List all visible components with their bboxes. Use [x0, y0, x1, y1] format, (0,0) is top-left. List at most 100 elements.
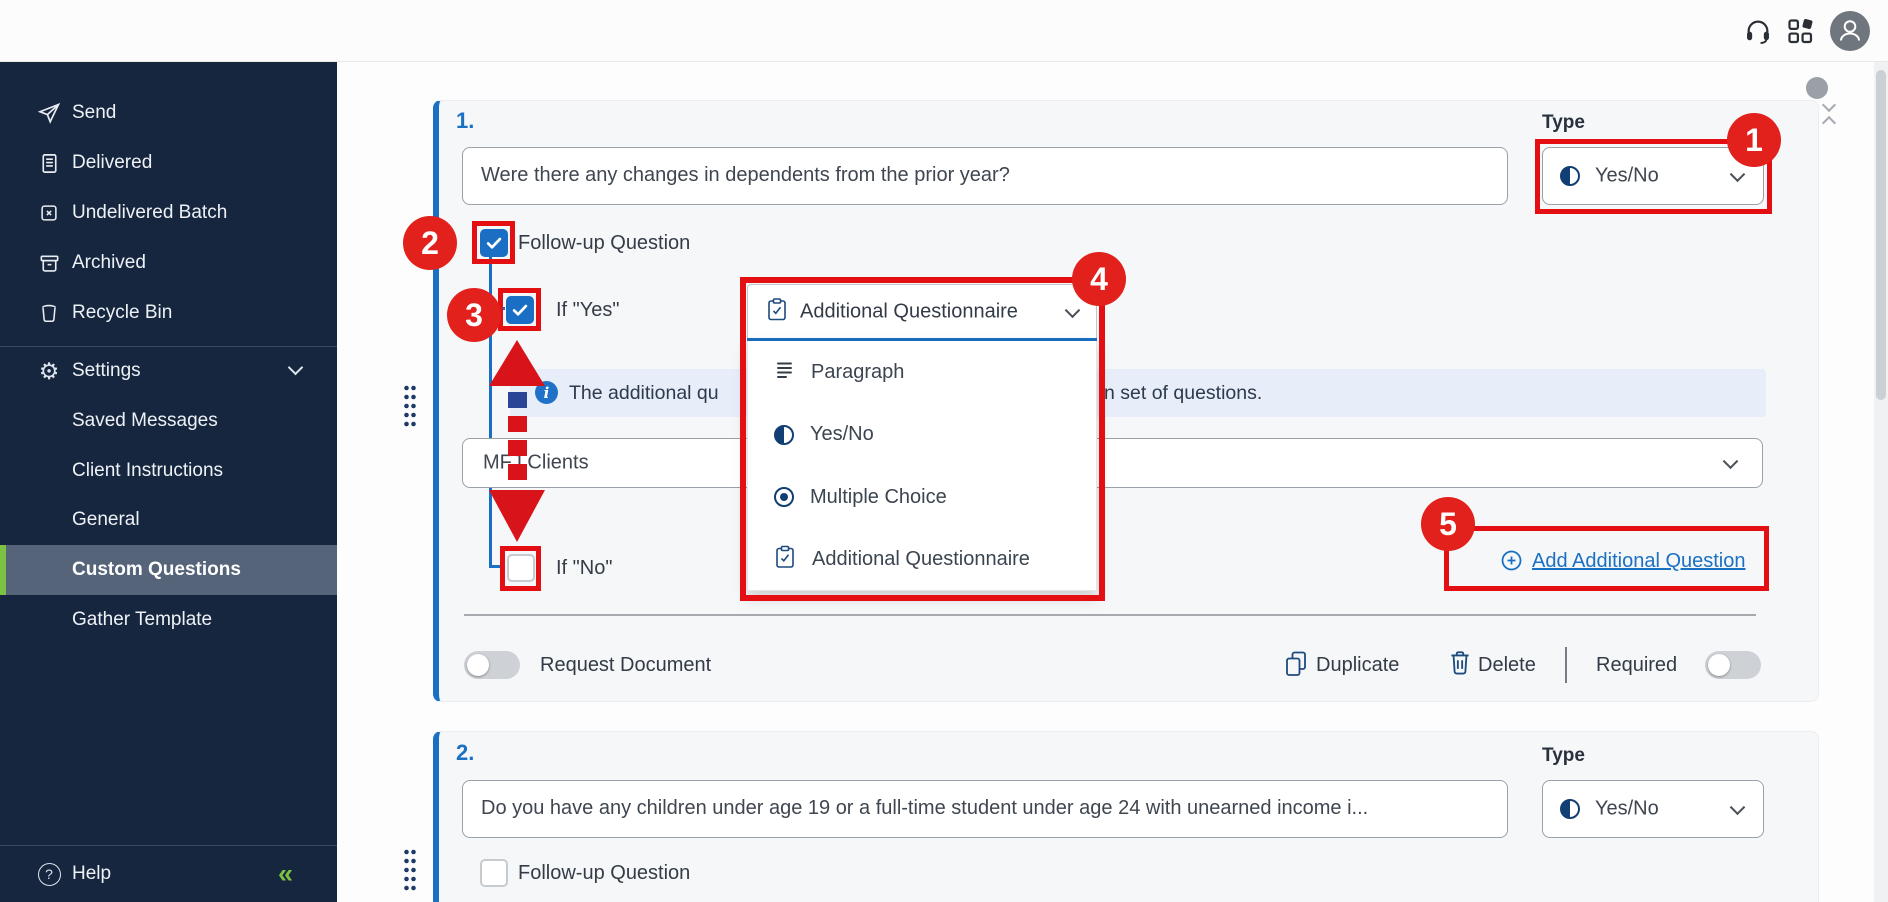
delete-icon	[1448, 649, 1472, 682]
sidebar-item-custom-questions[interactable]: Custom Questions	[0, 545, 337, 595]
question-number: 2.	[456, 740, 475, 765]
info-banner-text-left: The additional qu	[569, 382, 719, 404]
delete-button[interactable]: Delete	[1478, 654, 1536, 676]
followup-type-dropdown[interactable]: Additional Questionnaire	[747, 284, 1097, 338]
archive-icon	[36, 250, 62, 276]
required-toggle[interactable]	[1705, 651, 1761, 679]
if-no-label: If "No"	[556, 557, 613, 579]
multiple-choice-icon	[774, 487, 794, 508]
drag-handle-icon[interactable]	[402, 384, 418, 433]
help-icon: ?	[36, 861, 62, 887]
sidebar-divider	[0, 346, 337, 347]
chevron-down-icon	[1729, 799, 1746, 816]
followup-label: Follow-up Question	[518, 862, 691, 884]
scrollbar-thumb[interactable]	[1876, 70, 1886, 400]
active-item-indicator	[0, 545, 6, 595]
sidebar-item-undelivered-batch[interactable]: Undelivered Batch	[0, 188, 337, 238]
annotation-rect-no	[500, 546, 541, 591]
if-yes-label: If "Yes"	[556, 299, 620, 321]
question-number: 1.	[456, 108, 475, 133]
type-select[interactable]: Yes/No	[1542, 780, 1764, 838]
branch-connector-stub	[489, 565, 505, 568]
apps-grid-icon[interactable]	[1786, 17, 1814, 45]
sidebar-item-client-instructions[interactable]: Client Instructions	[72, 460, 224, 481]
sidebar-item-settings[interactable]: ⚙ Settings	[0, 346, 337, 396]
annotation-badge-2: 2	[403, 216, 457, 270]
if-yes-checkbox[interactable]	[506, 296, 534, 324]
sidebar-item-gather-template[interactable]: Gather Template	[72, 609, 213, 630]
send-icon	[36, 100, 62, 126]
annotation-arrow-dash	[508, 464, 527, 480]
annotation-arrow-dash	[508, 392, 527, 408]
branch-connector-line	[489, 257, 492, 567]
type-select[interactable]: Yes/No	[1542, 147, 1764, 205]
plus-circle-icon	[1500, 549, 1523, 577]
sidebar-item-delivered[interactable]: Delivered	[0, 138, 337, 188]
menu-item-yes-no[interactable]: Yes/No	[748, 404, 1096, 467]
dropdown-focus-underline	[747, 338, 1097, 341]
paragraph-icon	[774, 359, 795, 385]
scroll-dot-indicator	[1806, 77, 1828, 99]
type-label: Type	[1542, 112, 1585, 133]
duplicate-icon	[1284, 650, 1308, 683]
card-divider	[464, 614, 1756, 616]
annotation-rect-2	[472, 221, 515, 264]
box-x-icon	[36, 200, 62, 226]
annotation-rect-4	[740, 277, 1105, 601]
chevron-down-icon[interactable]	[1821, 97, 1837, 113]
info-banner	[510, 369, 1766, 417]
request-document-label: Request Document	[540, 654, 712, 676]
sidebar-item-send[interactable]: Send	[0, 88, 337, 138]
required-label: Required	[1596, 654, 1678, 676]
info-icon: i	[535, 381, 558, 404]
document-icon	[36, 150, 62, 176]
questionnaire-icon	[774, 545, 796, 574]
chevron-up-icon[interactable]	[1821, 115, 1837, 131]
sidebar-item-general[interactable]: General	[72, 509, 140, 530]
sidebar-item-recycle-bin[interactable]: Recycle Bin	[0, 288, 337, 338]
info-banner-text-right: n set of questions.	[1104, 382, 1263, 404]
request-document-toggle[interactable]	[464, 651, 520, 679]
yes-no-icon	[774, 424, 794, 445]
annotation-arrow-down	[489, 490, 545, 542]
menu-item-multiple-choice[interactable]: Multiple Choice	[748, 466, 1096, 529]
yes-no-icon	[1560, 799, 1580, 819]
app-header	[0, 0, 1888, 62]
annotation-badge-4: 4	[1072, 252, 1126, 306]
annotation-badge-3: 3	[447, 288, 501, 342]
chevron-down-icon	[1722, 453, 1739, 470]
annotation-rect-5	[1444, 526, 1769, 591]
menu-item-paragraph[interactable]: Paragraph	[748, 341, 1096, 404]
help-divider	[0, 845, 337, 846]
annotation-rect-1	[1535, 139, 1772, 214]
yes-no-icon	[1560, 166, 1580, 186]
drag-handle-icon[interactable]	[402, 848, 418, 897]
sidebar-item-archived[interactable]: Archived	[0, 238, 337, 288]
sidebar: Send Delivered Undelivered Batch Archive…	[0, 62, 337, 902]
add-additional-question-link[interactable]: Add Additional Question	[1532, 550, 1746, 572]
annotation-arrow-dash	[508, 416, 527, 432]
questionnaire-select[interactable]: MFJ Clients	[462, 438, 1763, 488]
headset-icon[interactable]	[1744, 17, 1772, 45]
annotation-badge-1: 1	[1727, 113, 1781, 167]
annotation-badge-5: 5	[1421, 497, 1475, 551]
followup-checkbox[interactable]	[480, 229, 508, 257]
annotation-arrow-dash	[508, 440, 527, 456]
followup-label: Follow-up Question	[518, 232, 691, 254]
followup-checkbox[interactable]	[480, 859, 508, 887]
dropdown-menu: Paragraph Yes/No Multiple Choice Additio…	[747, 341, 1097, 591]
sidebar-item-help[interactable]: ? Help «	[0, 846, 337, 902]
if-no-checkbox[interactable]	[507, 554, 535, 582]
questionnaire-icon	[766, 297, 788, 326]
user-avatar[interactable]	[1830, 11, 1870, 51]
question-text-input[interactable]: Do you have any children under age 19 or…	[462, 780, 1508, 838]
collapse-sidebar-icon[interactable]: «	[278, 858, 294, 889]
annotation-arrow-up	[489, 340, 545, 386]
question-text-input[interactable]: Were there any changes in dependents fro…	[462, 147, 1508, 205]
menu-item-additional-questionnaire[interactable]: Additional Questionnaire	[748, 529, 1096, 592]
chevron-down-icon	[287, 359, 304, 376]
type-label: Type	[1542, 745, 1585, 766]
sidebar-item-saved-messages[interactable]: Saved Messages	[72, 410, 218, 431]
duplicate-button[interactable]: Duplicate	[1316, 654, 1400, 676]
trash-icon	[36, 300, 62, 326]
